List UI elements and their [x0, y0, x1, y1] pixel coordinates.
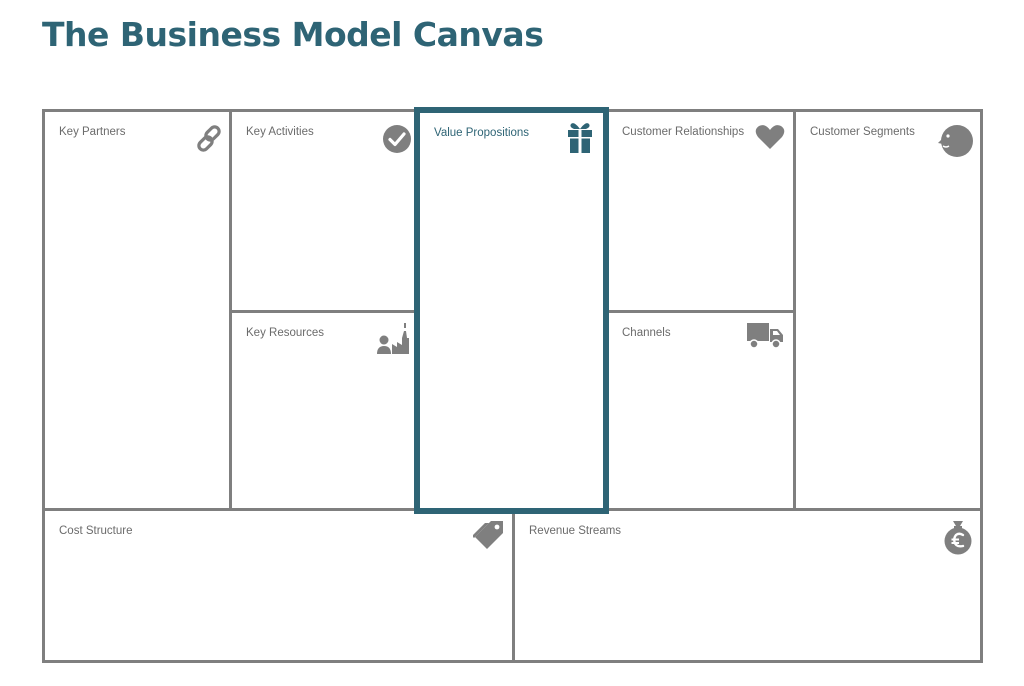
key-resources-label: Key Resources	[246, 327, 324, 339]
face-icon	[938, 124, 974, 158]
key-resources-block: Key Resources	[229, 310, 419, 511]
key-partners-label: Key Partners	[59, 126, 126, 138]
price-tag-icon	[473, 519, 505, 553]
key-partners-block: Key Partners	[42, 109, 232, 511]
key-activities-block: Key Activities	[229, 109, 419, 313]
customer-segments-block: Customer Segments	[793, 109, 983, 511]
customer-relationships-block: Customer Relationships	[605, 109, 796, 313]
link-icon	[195, 124, 225, 154]
money-bag-euro-icon	[942, 519, 974, 555]
customer-segments-label: Customer Segments	[810, 126, 915, 138]
customer-relationships-label: Customer Relationships	[622, 126, 745, 138]
value-propositions-block: Value Propositions	[414, 107, 609, 514]
cost-structure-block: Cost Structure	[42, 508, 515, 663]
channels-block: Channels	[605, 310, 796, 511]
key-activities-label: Key Activities	[246, 126, 314, 138]
channels-label: Channels	[622, 327, 671, 339]
truck-icon	[746, 321, 784, 349]
gift-icon	[566, 122, 594, 154]
revenue-streams-label: Revenue Streams	[529, 525, 622, 537]
heart-icon	[755, 124, 785, 150]
checkmark-icon	[382, 124, 412, 154]
page-title: The Business Model Canvas	[42, 15, 544, 54]
cost-structure-label: Cost Structure	[59, 525, 133, 537]
worker-factory-icon	[376, 321, 412, 355]
value-propositions-label: Value Propositions	[434, 127, 530, 139]
revenue-streams-block: Revenue Streams	[512, 508, 983, 663]
